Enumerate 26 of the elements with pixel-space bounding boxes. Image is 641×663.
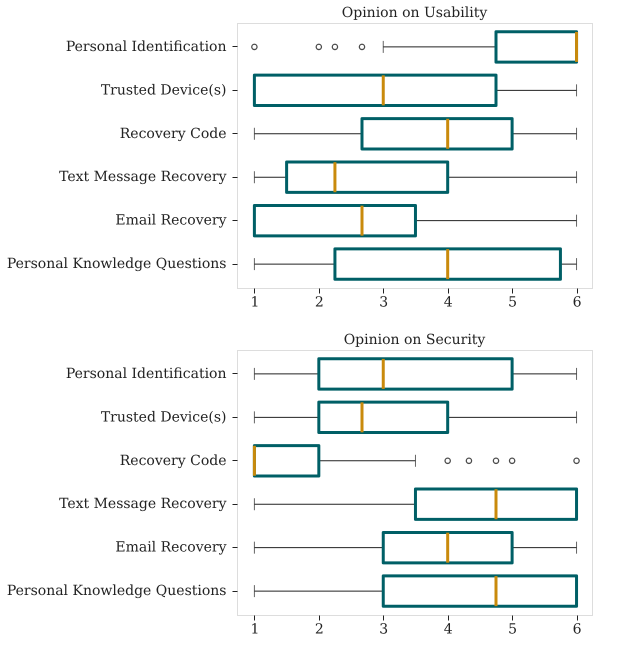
x-tick-label: 6 — [572, 294, 582, 310]
x-tick-label: 5 — [508, 622, 518, 638]
x-tick-label: 5 — [508, 294, 518, 310]
y-tick-label: Email Recovery — [115, 540, 227, 556]
x-tick-label: 6 — [572, 622, 582, 638]
y-tick-label: Text Message Recovery — [59, 496, 227, 512]
x-tick-label: 3 — [379, 294, 388, 310]
y-tick-label: Recovery Code — [120, 452, 226, 469]
x-tick-label: 1 — [250, 622, 260, 638]
y-tick-label: Email Recovery — [115, 212, 227, 229]
y-tick-label: Personal Knowledge Questions — [6, 583, 226, 600]
chart-title: Opinion on Security — [344, 332, 486, 348]
y-tick-label: Text Message Recovery — [59, 169, 227, 186]
y-tick-label: Personal Knowledge Questions — [6, 256, 226, 272]
y-tick-label: Trusted Device(s) — [100, 82, 226, 98]
x-tick-label: 3 — [379, 622, 388, 638]
y-tick-label: Trusted Device(s) — [100, 409, 226, 426]
y-tick-label: Personal Identification — [66, 366, 226, 382]
y-tick-label: Personal Identification — [66, 38, 226, 55]
x-tick-label: 4 — [444, 622, 453, 638]
x-tick-label: 4 — [444, 294, 453, 310]
x-tick-label: 2 — [314, 294, 324, 310]
x-tick-label: 1 — [250, 294, 260, 310]
y-tick-label: Recovery Code — [120, 126, 226, 142]
chart-title: Opinion on Usability — [342, 5, 488, 21]
x-tick-label: 2 — [314, 622, 324, 638]
